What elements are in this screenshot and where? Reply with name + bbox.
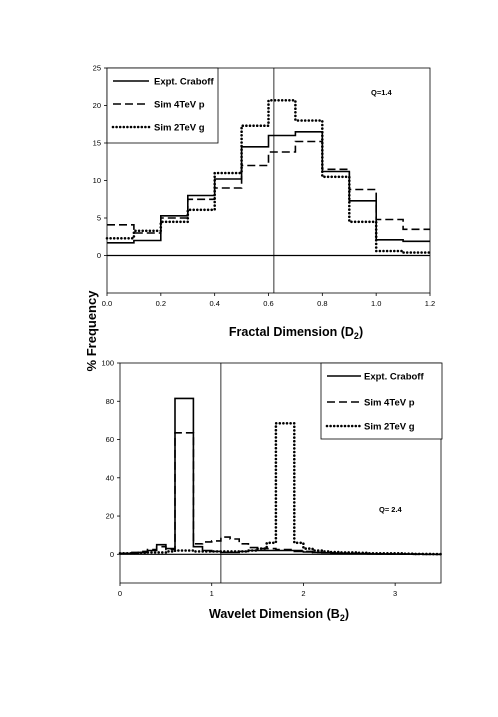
- legend-label: Sim 2TeV g: [154, 123, 205, 134]
- legend: Expt. Craboff Sim 4TeV p Sim 2TeV g: [320, 362, 443, 440]
- series-line-dotted: [118, 422, 443, 556]
- y-tick-label: 0: [97, 251, 101, 260]
- legend-label: Sim 4TeV p: [154, 100, 205, 111]
- x-axis-label-end: ): [359, 325, 363, 339]
- x-tick-label: 3: [393, 589, 397, 598]
- x-axis-label: Wavelet Dimension (B2): [209, 607, 349, 623]
- x-axis-label-subscript: 2: [340, 613, 345, 623]
- y-tick-label: 60: [106, 435, 114, 444]
- x-axis-label: Fractal Dimension (D2): [229, 325, 363, 341]
- legend-label: Sim 2TeV g: [364, 422, 415, 433]
- q-annotation: Q= 2.4: [379, 505, 403, 514]
- x-tick-label: 1: [210, 589, 214, 598]
- plot-area: [119, 362, 442, 584]
- x-tick-label: 0.8: [317, 299, 327, 308]
- x-tick-label: 1.0: [371, 299, 381, 308]
- fractal-dimension-chart: Q=1.4 Fractal Dimension (D2) 25 20 15 10 5 0 0…: [93, 64, 436, 341]
- legend-label: Sim 4TeV p: [364, 398, 415, 409]
- legend: Expt. Craboff Sim 4TeV p Sim 2TeV g: [106, 67, 219, 144]
- series-line-dashed: [107, 140, 430, 234]
- x-axis-label-end: ): [345, 607, 349, 621]
- y-tick-label: 25: [93, 64, 101, 73]
- y-tick-label: 10: [93, 176, 101, 185]
- y-tick-label: 100: [101, 359, 114, 368]
- x-tick-label: 1.2: [425, 299, 435, 308]
- x-tick-label: 0.6: [263, 299, 273, 308]
- y-axis-label: % Frequency: [84, 290, 99, 372]
- x-axis-label-main: Wavelet Dimension (B: [209, 607, 340, 621]
- y-tick-label: 5: [97, 214, 101, 223]
- x-axis-label-main: Fractal Dimension (D: [229, 325, 354, 339]
- x-tick-label: 0: [118, 589, 122, 598]
- series-line-dashed: [120, 432, 441, 556]
- legend-label: Expt. Craboff: [154, 77, 214, 88]
- y-tick-label: 20: [93, 101, 101, 110]
- y-tick-label: 80: [106, 397, 114, 406]
- x-axis-label-subscript: 2: [354, 331, 359, 341]
- y-tick-label: 0: [110, 550, 114, 559]
- y-tick-label: 15: [93, 139, 101, 148]
- legend-label: Expt. Craboff: [364, 372, 424, 383]
- x-tick-label: 0.2: [156, 299, 166, 308]
- wavelet-dimension-chart: Q= 2.4 Wavelet Dimension (B2) 1008060402…: [101, 359, 443, 623]
- series-line-dotted: [105, 99, 432, 254]
- q-annotation: Q=1.4: [371, 88, 392, 97]
- x-tick-label: 2: [301, 589, 305, 598]
- series-line-solid: [107, 131, 430, 244]
- y-tick-label: 20: [106, 512, 114, 521]
- x-tick-label: 0.0: [102, 299, 112, 308]
- y-tick-label: 40: [106, 473, 114, 482]
- x-tick-label: 0.4: [209, 299, 219, 308]
